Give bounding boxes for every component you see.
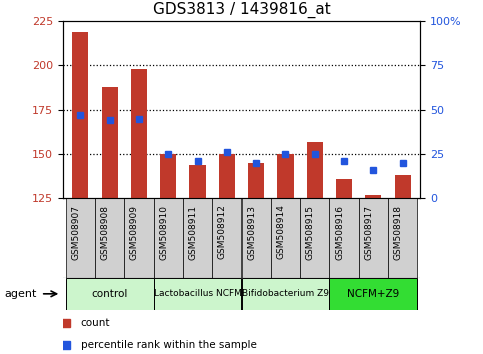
Text: agent: agent [5,289,37,299]
Bar [395,175,411,198]
Bar [242,198,271,278]
Bar [124,198,154,278]
Bar [219,154,235,198]
Text: GSM508909: GSM508909 [130,205,139,259]
Text: percentile rank within the sample: percentile rank within the sample [81,340,256,350]
Text: Lactobacillus NCFM: Lactobacillus NCFM [154,289,242,298]
Bar [66,198,95,278]
Text: GSM508915: GSM508915 [306,205,315,259]
Text: GSM508912: GSM508912 [218,205,227,259]
Bar [277,154,294,198]
Bar [154,198,183,278]
Bar [160,154,176,198]
Text: GSM508908: GSM508908 [100,205,110,259]
Bar [271,198,300,278]
Text: control: control [91,289,128,299]
Bar [242,278,329,310]
Bar [307,142,323,198]
Bar [95,198,124,278]
Text: GSM508907: GSM508907 [71,205,80,259]
Bar [359,198,388,278]
Bar [183,198,212,278]
Bar [66,278,154,310]
Bar [300,198,329,278]
Bar [388,198,417,278]
Text: GSM508918: GSM508918 [394,205,403,259]
Bar [72,32,88,198]
Text: GSM508910: GSM508910 [159,205,168,259]
Bar [329,198,359,278]
Text: NCFM+Z9: NCFM+Z9 [347,289,399,299]
Bar [131,69,147,198]
Bar [101,87,118,198]
Bar [336,179,352,198]
Bar [154,278,242,310]
Text: GSM508917: GSM508917 [364,205,373,259]
Bar [365,195,382,198]
Text: GSM508913: GSM508913 [247,205,256,259]
Title: GDS3813 / 1439816_at: GDS3813 / 1439816_at [153,2,330,18]
Text: GSM508914: GSM508914 [276,205,285,259]
Bar [212,198,242,278]
Text: GSM508911: GSM508911 [188,205,198,259]
Bar [248,163,264,198]
Text: GSM508916: GSM508916 [335,205,344,259]
Text: count: count [81,318,110,328]
Text: Bifidobacterium Z9: Bifidobacterium Z9 [242,289,329,298]
Bar [189,165,206,198]
Bar [329,278,417,310]
